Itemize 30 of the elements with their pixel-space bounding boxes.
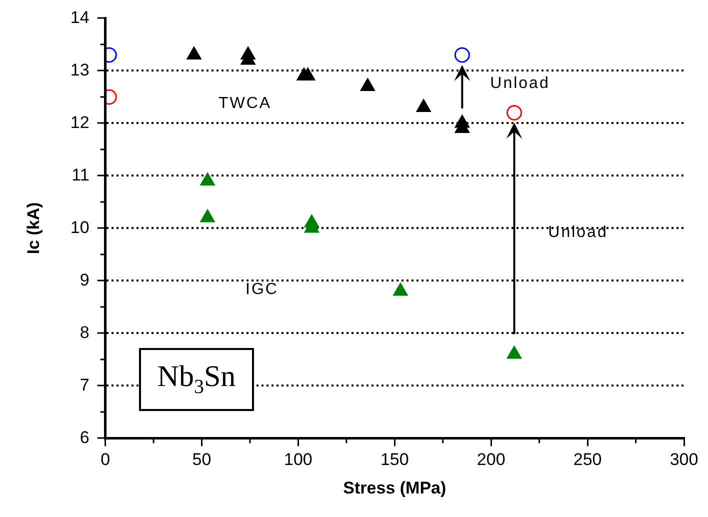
x-tick-label: 200: [476, 450, 506, 470]
point: [200, 209, 215, 222]
annotation: Unload: [548, 224, 608, 242]
y-tick-label: 14: [70, 8, 90, 27]
point: [393, 282, 408, 296]
point: [200, 172, 215, 186]
y-tick-label: 6: [80, 428, 90, 447]
x-axis-title: Stress (MPa): [343, 478, 446, 498]
x-tick-label: 300: [670, 450, 698, 470]
x-tick-label: 50: [192, 450, 212, 470]
y-tick-label: 10: [70, 218, 90, 237]
y-tick-label: 7: [80, 375, 90, 394]
annotation: Nb$_{3}$Sn: [139, 348, 254, 412]
annotation: Unload: [490, 75, 550, 93]
y-tick-label: 8: [80, 322, 90, 342]
y-tick-label: 12: [70, 112, 90, 132]
point: [506, 346, 522, 359]
x-tick-label: 0: [100, 450, 110, 470]
y-axis-title: Ic (kA): [24, 202, 43, 254]
x-tick-label: 100: [284, 450, 312, 470]
point: [360, 78, 376, 91]
annotation: IGC: [246, 281, 278, 299]
x-tick-label: 150: [380, 450, 409, 470]
y-tick-label: 11: [72, 165, 90, 184]
y-tick-label: 9: [80, 270, 90, 290]
point: [416, 98, 432, 112]
annotation: TWCA: [218, 95, 272, 113]
y-tick-label: 13: [70, 60, 90, 80]
point: [186, 46, 202, 60]
x-tick-label: 250: [573, 450, 602, 470]
